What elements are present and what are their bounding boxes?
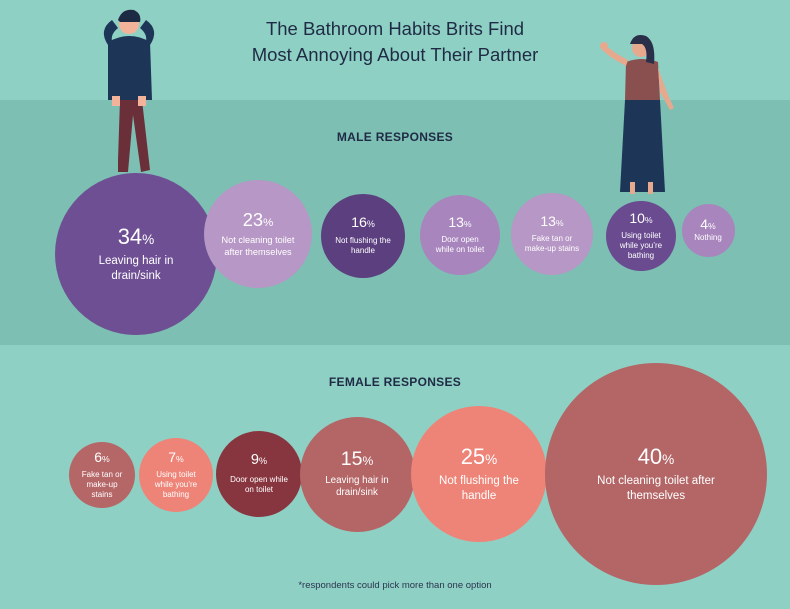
value-unit: % <box>259 456 268 467</box>
value-unit: % <box>362 453 374 468</box>
male-bubble-label: Using toilet while you’re bathing <box>619 231 663 261</box>
value-unit: % <box>176 453 184 464</box>
value-unit: % <box>263 216 274 229</box>
female-bubble-value: 9% <box>251 453 267 468</box>
female-bubble-value: 25% <box>461 445 498 468</box>
male-bubble-4: 13% Door open while on toilet <box>420 195 500 275</box>
value-unit: % <box>463 218 472 229</box>
male-bubble-6: 10% Using toilet while you’re bathing <box>606 201 676 271</box>
male-bubble-label: Leaving hair in drain/sink <box>98 255 174 282</box>
female-bubble-label: Leaving hair in drain/sink <box>325 475 389 499</box>
female-bubble-label: Not cleaning toilet after themselves <box>597 475 715 502</box>
female-bubble-label: Fake tan or make-up stains <box>81 470 123 500</box>
female-bubble-label: Door open while on toilet <box>230 474 288 494</box>
female-bubble-value: 7% <box>168 448 184 465</box>
female-bubble-6: 40% Not cleaning toilet after themselves <box>545 363 767 585</box>
female-bubble-4: 15% Leaving hair in drain/sink <box>299 416 415 532</box>
title-line-2: Most Annoying About Their Partner <box>251 44 539 65</box>
female-bubble-2: 7% Using toilet while you’re bathing <box>139 438 213 512</box>
value-number: 10 <box>629 209 645 226</box>
male-bubble-label: Not cleaning toilet after themselves <box>221 235 295 257</box>
value-number: 40 <box>637 444 663 470</box>
male-bubble-1: 34% Leaving hair in drain/sink <box>55 173 217 335</box>
male-bubble-label: Not flushing the handle <box>335 236 391 256</box>
male-bubble-value: 4% <box>700 215 716 232</box>
male-bubble-7: 4% Nothing <box>681 203 735 257</box>
value-number: 9 <box>250 452 260 469</box>
woman-illustration <box>600 35 674 194</box>
female-bubble-3: 9% Door open while on toilet <box>216 431 302 517</box>
female-bubble-label: Using toilet while you’re bathing <box>154 470 198 500</box>
value-number: 34 <box>117 224 143 250</box>
male-bubble-2: 23% Not cleaning toilet after themselves <box>204 180 312 288</box>
female-bubble-1: 6% Fake tan or make-up stains <box>69 442 135 508</box>
male-bubble-value: 34% <box>118 225 155 248</box>
value-unit: % <box>102 453 110 464</box>
female-bubble-5: 25% Not flushing the handle <box>411 406 547 542</box>
value-number: 13 <box>448 213 464 230</box>
background-gap <box>0 345 790 365</box>
male-bubble-value: 13% <box>448 213 472 230</box>
value-number: 23 <box>242 208 264 230</box>
value-unit: % <box>555 217 564 228</box>
value-number: 13 <box>540 212 556 229</box>
male-bubble-3: 16% Not flushing the handle <box>321 194 405 278</box>
male-section-title: MALE RESPONSES <box>336 130 454 144</box>
value-unit: % <box>367 218 375 229</box>
value-number: 7 <box>168 448 177 465</box>
female-bubble-label: Not flushing the handle <box>439 475 519 502</box>
male-bubble-value: 10% <box>629 209 653 226</box>
footnote: *respondents could pick more than one op… <box>298 580 492 591</box>
man-illustration <box>103 9 155 172</box>
value-number: 15 <box>340 447 363 470</box>
male-bubble-label: Nothing <box>694 233 722 243</box>
value-number: 25 <box>460 444 486 470</box>
male-bubble-5: 13% Fake tan or make-up stains <box>511 193 593 275</box>
female-bubble-value: 6% <box>94 448 110 465</box>
title-line-1: The Bathroom Habits Brits Find <box>265 18 525 39</box>
value-number: 16 <box>351 214 367 231</box>
male-bubble-value: 16% <box>351 214 375 231</box>
male-bubble-value: 23% <box>242 208 274 230</box>
value-unit: % <box>662 452 675 468</box>
value-unit: % <box>142 232 155 248</box>
male-bubble-label: Fake tan or make-up stains <box>524 234 580 254</box>
value-unit: % <box>644 214 653 225</box>
value-unit: % <box>485 452 498 468</box>
male-bubble-label: Door open while on toilet <box>435 235 485 255</box>
female-section-title: FEMALE RESPONSES <box>328 375 462 389</box>
value-number: 4 <box>700 215 709 232</box>
value-unit: % <box>708 220 716 231</box>
female-bubble-value: 40% <box>638 445 675 468</box>
male-bubble-value: 13% <box>540 212 564 229</box>
female-bubble-value: 15% <box>340 447 374 470</box>
value-number: 6 <box>94 448 103 465</box>
